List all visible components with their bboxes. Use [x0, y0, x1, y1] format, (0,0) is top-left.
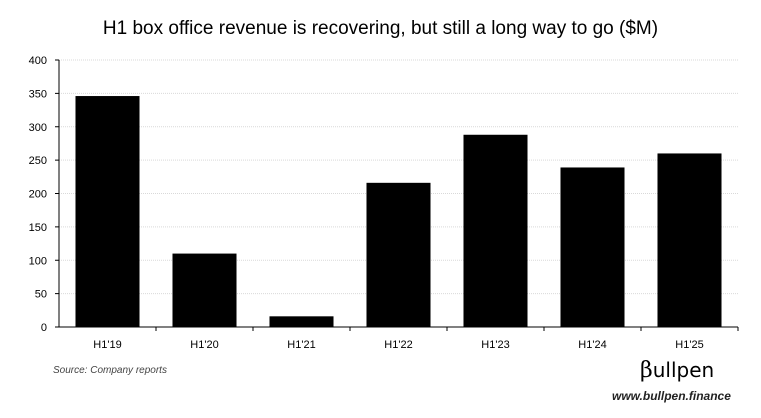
bar	[463, 134, 528, 327]
bar	[560, 167, 625, 327]
y-tick-label: 350	[29, 88, 47, 100]
bar	[657, 153, 722, 327]
x-tick-label: H1'21	[287, 339, 315, 351]
y-tick-label: 400	[29, 55, 47, 67]
logo-text: ullpen	[652, 358, 715, 382]
chart-title: H1 box office revenue is recovering, but…	[102, 18, 659, 39]
y-tick-label: 250	[29, 155, 47, 167]
bar	[75, 96, 140, 327]
x-tick-label: H1'24	[578, 339, 606, 351]
x-tick-label: H1'19	[93, 339, 121, 351]
brand-url: www.bullpen.finance	[612, 389, 731, 403]
x-tick-label: H1'22	[384, 339, 412, 351]
beta-logo-icon: β	[640, 358, 653, 383]
bullpen-logo: βullpen	[640, 358, 714, 383]
y-tick-label: 150	[29, 222, 47, 234]
source-note: Source: Company reports	[53, 365, 167, 376]
x-tick-label: H1'20	[190, 339, 218, 351]
x-tick-label: H1'23	[481, 339, 509, 351]
y-tick-label: 50	[35, 289, 47, 301]
y-tick-label: 300	[29, 122, 47, 134]
bar	[366, 182, 431, 327]
bar	[172, 253, 237, 327]
y-tick-label: 100	[29, 255, 47, 267]
x-tick-label: H1'25	[675, 339, 703, 351]
y-tick-label: 200	[29, 189, 47, 201]
bar	[269, 316, 334, 327]
y-tick-label: 0	[41, 322, 47, 334]
